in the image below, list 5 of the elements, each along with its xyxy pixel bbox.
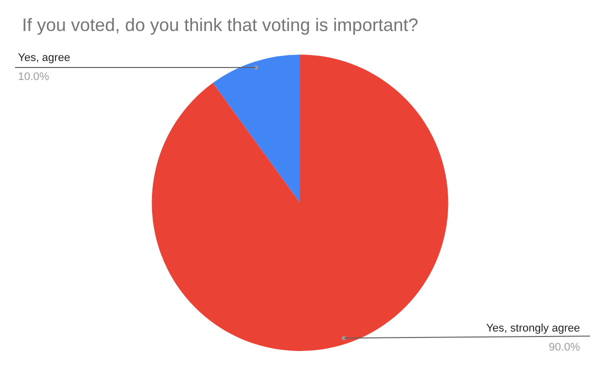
slice-label: Yes, agree	[18, 52, 70, 64]
slice-label: Yes, strongly agree	[486, 322, 580, 335]
data-label: 90.0%	[548, 342, 580, 354]
data-label: 10.0%	[18, 71, 50, 84]
chart-title: If you voted, do you think that voting is important?	[22, 14, 418, 35]
